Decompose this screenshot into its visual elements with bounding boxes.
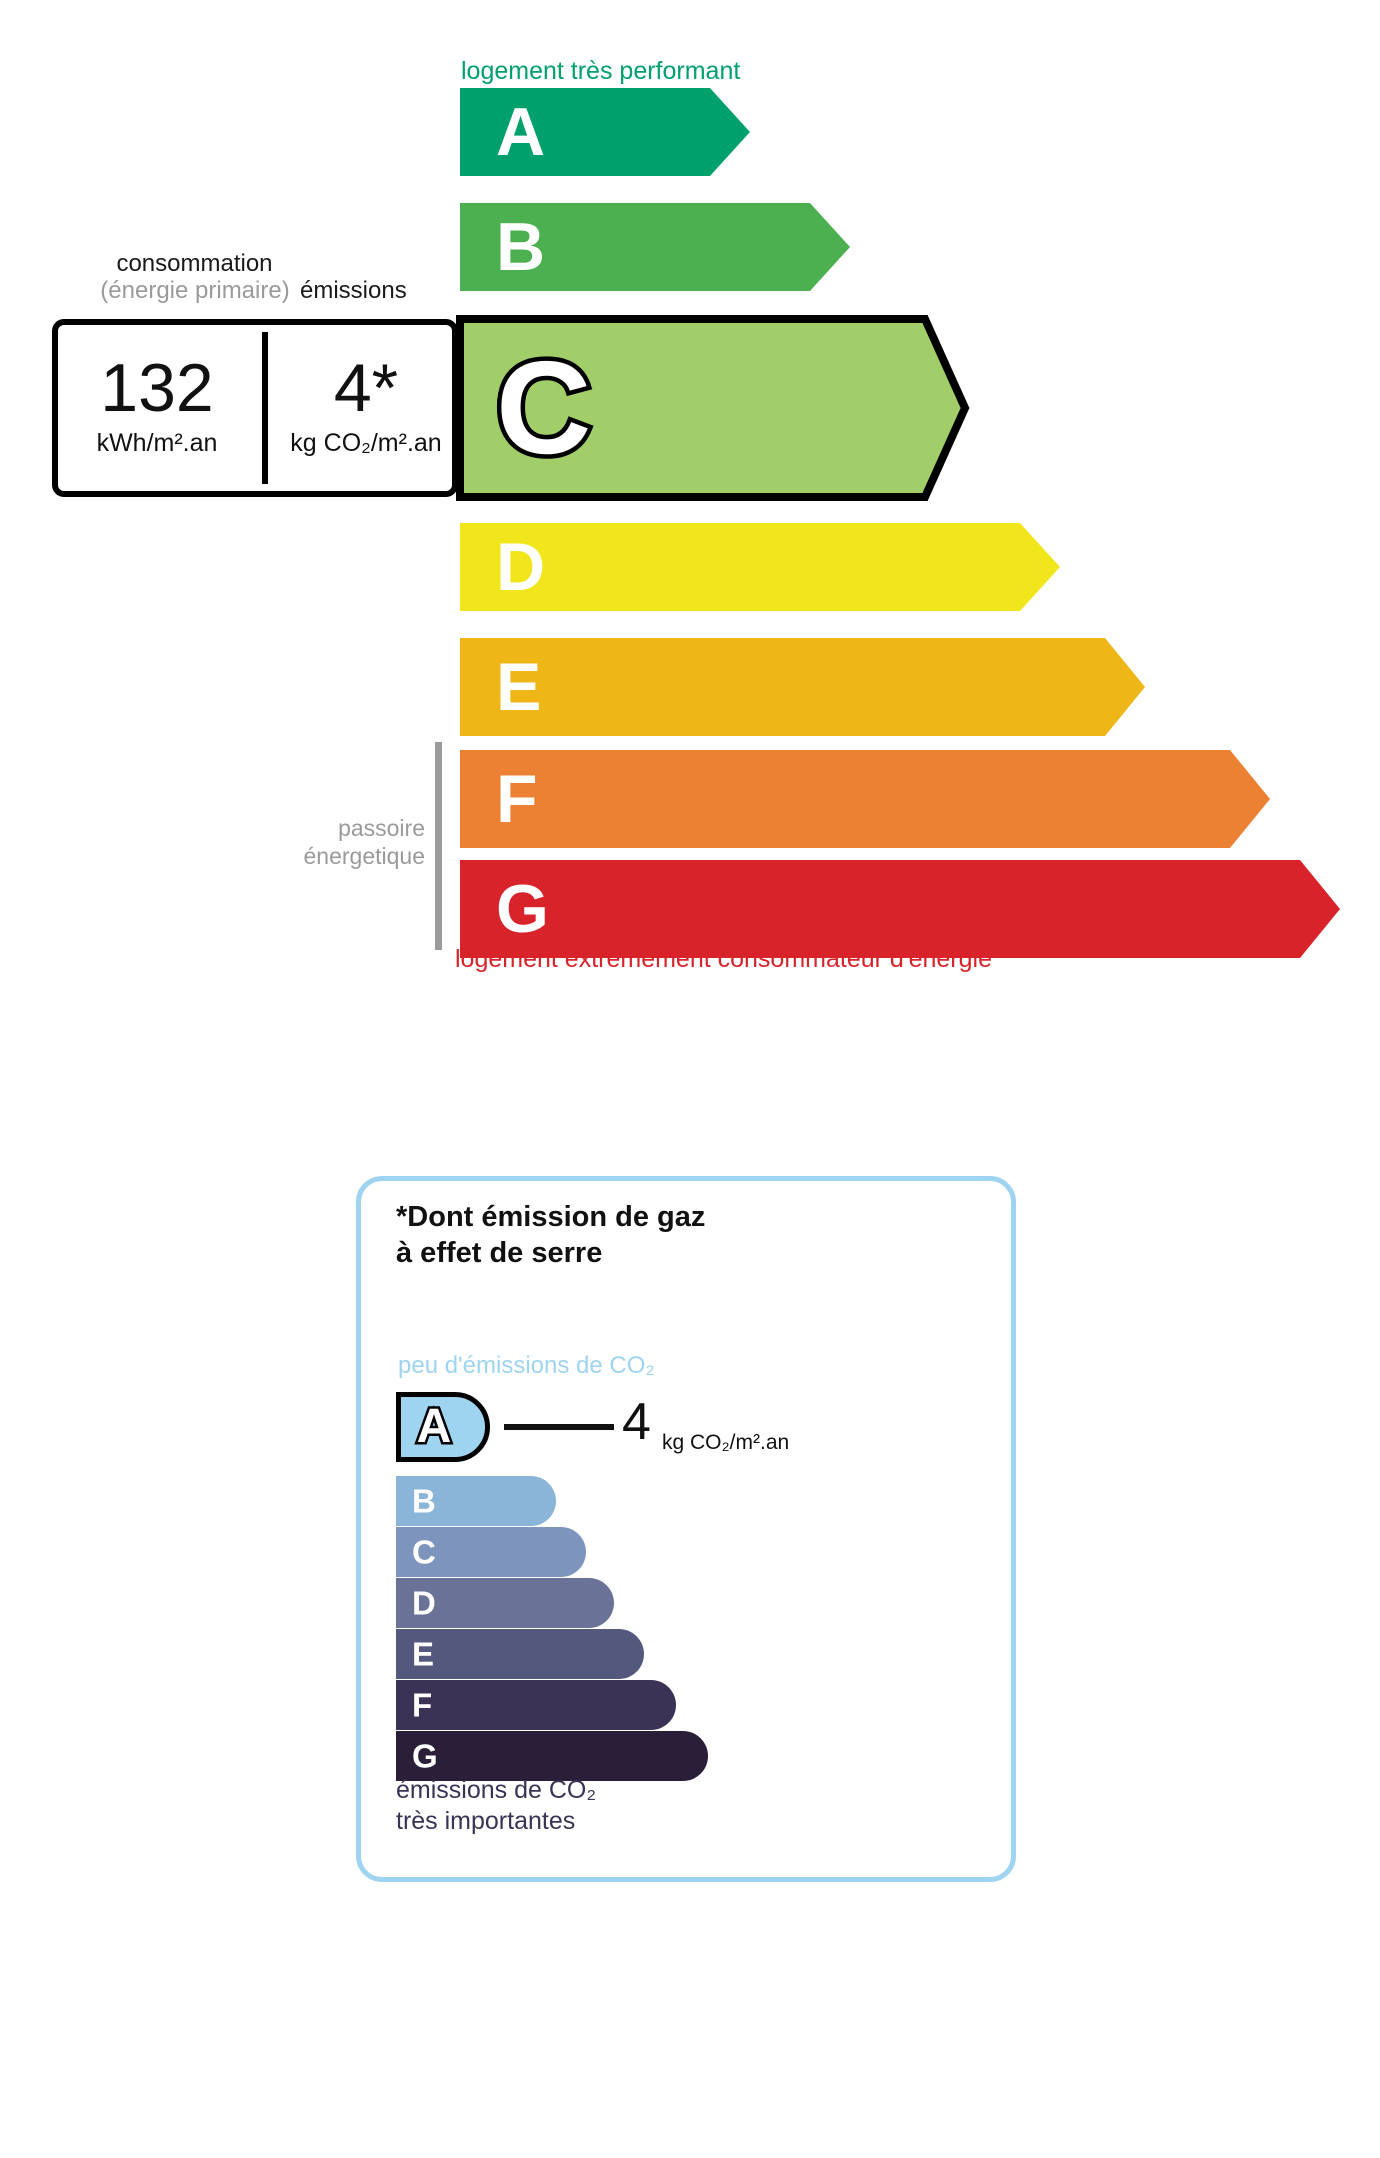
co2-bar-shape-f [396, 1680, 676, 1730]
passoire-label-line2: énergetique [303, 843, 426, 870]
co2-bar-b: B [396, 1476, 556, 1526]
passoire-bracket [435, 742, 442, 950]
co2-bar-shape-b [396, 1476, 556, 1526]
co2-value-cell: 4* kg CO₂/m².an [268, 354, 464, 456]
consumption-label: consommation [116, 250, 273, 277]
energy-band-b: B [460, 203, 850, 291]
co2-bar-d: D [396, 1578, 614, 1628]
co2-bar-g: G [396, 1731, 708, 1781]
co2-bar-letter-d: D [412, 1584, 436, 1622]
energy-band-d: D [460, 523, 1060, 611]
energy-band-shape-c [456, 315, 970, 501]
co2-bar-letter-g: G [412, 1737, 438, 1775]
scale-caption-top: logement très performant [461, 57, 741, 85]
energy-band-shape-g [460, 860, 1340, 958]
energy-band-letter-g: G [496, 871, 549, 947]
co2-value: 4* [333, 350, 399, 426]
co2-bar-shape-c [396, 1527, 586, 1577]
energy-value: 132 [100, 350, 214, 426]
value-box-divider [262, 332, 268, 484]
co2-bar-a-letter: A [414, 1398, 454, 1456]
energy-band-letter-d: D [496, 529, 546, 605]
co2-bar-c: C [396, 1527, 586, 1577]
energy-band-a: A [460, 88, 750, 176]
consumption-sublabel: (énergie primaire) [100, 277, 290, 304]
energy-value-unit: kWh/m².an [96, 429, 218, 457]
co2-caption-bottom: émissions de CO₂ très importantes [396, 1775, 596, 1836]
co2-caption-bottom-line1: émissions de CO₂ [396, 1776, 597, 1804]
energy-band-shape-e [460, 638, 1145, 736]
value-box [52, 319, 464, 497]
co2-bar-f: F [396, 1680, 676, 1730]
energy-band-shape-a [460, 88, 750, 176]
energy-band-letter-f: F [496, 761, 538, 837]
scale-caption-bottom: logement extrêmement consommateur d'éner… [455, 945, 992, 973]
co2-bar-letter-f: F [412, 1686, 433, 1724]
co2-leader-line [504, 1424, 614, 1430]
energy-band-letter-e: E [496, 649, 542, 725]
co2-bar-letter-e: E [412, 1635, 435, 1673]
energy-band-f: F [460, 750, 1270, 848]
co2-title-line2: à effet de serre [396, 1236, 603, 1269]
co2-bar-shape-e [396, 1629, 644, 1679]
co2-caption-bottom-line2: très importantes [396, 1806, 576, 1835]
co2-panel-title: *Dont émission de gaz à effet de serre [396, 1200, 705, 1272]
co2-bar-shape-d [396, 1578, 614, 1628]
co2-caption-top: peu d'émissions de CO₂ [398, 1352, 655, 1379]
energy-band-c: C [456, 315, 970, 501]
passoire-label-line1: passoire [338, 815, 425, 841]
passoire-label: passoire énergetique [270, 814, 426, 870]
co2-panel-value: 4 [622, 1393, 651, 1451]
co2-title-line1: *Dont émission de gaz [396, 1201, 706, 1233]
emissions-label: émissions [300, 277, 407, 304]
co2-bar-a [396, 1392, 490, 1462]
energy-band-g: G [460, 860, 1340, 958]
energy-value-cell: 132 kWh/m².an [52, 354, 262, 456]
energy-band-letter-a: A [496, 94, 546, 170]
energy-band-letter-c: C [491, 334, 595, 481]
energy-band-letter-b: B [496, 209, 546, 285]
co2-bar-e: E [396, 1629, 644, 1679]
co2-bar-letter-b: B [412, 1482, 436, 1520]
co2-value-unit: kg CO₂/m².an [290, 429, 442, 457]
value-box-border [52, 319, 458, 497]
energy-band-shape-b [460, 203, 850, 291]
co2-bar-a-shape [396, 1392, 490, 1462]
co2-bar-letter-c: C [412, 1533, 436, 1571]
energy-band-shape-f [460, 750, 1270, 848]
co2-bar-shape-g [396, 1731, 708, 1781]
energy-band-e: E [460, 638, 1145, 736]
energy-band-shape-d [460, 523, 1060, 611]
co2-panel-unit: kg CO₂/m².an [662, 1431, 790, 1454]
